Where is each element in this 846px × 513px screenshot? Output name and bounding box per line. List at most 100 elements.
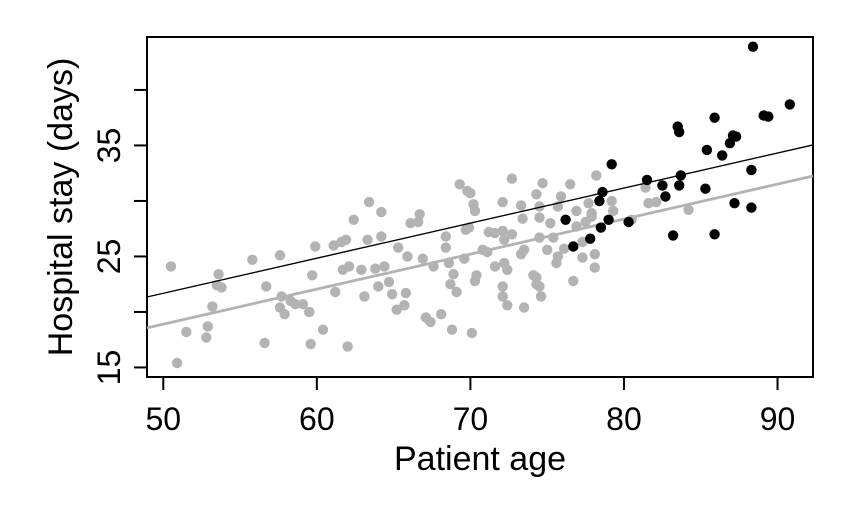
data-point-younger-group-gray [545,218,556,229]
data-point-younger-group-gray [651,196,662,208]
data-point-older-group-black [730,131,742,142]
data-point-younger-group-gray [552,251,564,262]
data-point-younger-group-gray [466,327,478,339]
data-point-younger-group-gray [445,279,456,290]
data-point-younger-group-gray [489,261,501,272]
data-point-younger-group-gray [440,231,451,242]
x-axis-title: Patient age [394,440,566,478]
data-point-older-group-black [641,174,653,186]
data-point-younger-group-gray [379,261,390,272]
data-point-younger-group-gray [497,225,508,237]
data-point-younger-group-gray [348,214,359,225]
x-tick-label: 90 [760,401,796,437]
data-point-younger-group-gray [515,249,527,260]
y-tick-label: 35 [91,128,127,164]
data-point-younger-group-gray [440,242,451,253]
data-point-younger-group-gray [261,281,272,292]
data-point-younger-group-gray [586,208,597,219]
data-point-younger-group-gray [274,250,286,261]
data-point-younger-group-gray [497,291,508,302]
fit-line-gray [146,174,814,330]
data-point-younger-group-gray [359,291,370,302]
data-point-younger-group-gray [531,189,542,200]
y-axis: 15 25 35 [91,88,147,385]
data-point-younger-group-gray [683,204,694,215]
data-point-younger-group-gray [373,281,384,292]
data-point-younger-group-gray [370,263,381,274]
data-point-younger-group-gray [469,205,481,217]
data-point-younger-group-gray [383,276,395,288]
data-point-younger-group-gray [643,198,654,209]
data-point-younger-group-gray [534,281,545,292]
data-point-younger-group-gray [542,244,553,255]
x-tick-label: 70 [453,401,489,437]
data-point-younger-group-gray [297,299,309,310]
data-point-younger-group-gray [451,286,462,298]
data-point-younger-group-gray [305,338,316,350]
data-point-younger-group-gray [342,341,353,352]
data-point-younger-group-gray [555,191,567,202]
data-point-younger-group-gray [216,282,227,293]
data-point-older-group-black [623,216,634,228]
data-point-younger-group-gray [165,261,177,272]
data-point-younger-group-gray [506,229,518,240]
x-tick-label: 80 [606,401,642,437]
data-point-younger-group-gray [310,241,321,252]
data-point-younger-group-gray [181,326,192,338]
data-point-older-group-black [717,150,728,161]
data-point-younger-group-gray [201,332,212,343]
data-point-older-group-black [675,170,686,181]
series-gray-points [165,170,694,369]
data-point-younger-group-gray [171,357,183,369]
data-point-younger-group-gray [583,198,594,209]
data-point-younger-group-gray [417,253,428,264]
data-point-younger-group-gray [356,264,367,275]
data-point-younger-group-gray [565,179,576,190]
data-point-older-group-black [709,229,720,240]
data-point-younger-group-gray [463,222,475,233]
data-point-younger-group-gray [535,291,547,302]
data-point-younger-group-gray [376,231,387,242]
data-point-older-group-black [667,230,679,241]
data-point-younger-group-gray [568,275,579,287]
data-point-younger-group-gray [247,254,258,265]
data-point-younger-group-gray [393,242,404,253]
data-point-older-group-black [724,138,736,149]
fit-lines [146,144,814,330]
data-point-younger-group-gray [577,252,588,263]
data-point-older-group-black [660,191,671,202]
data-point-older-group-black [746,202,757,213]
data-point-older-group-black [560,214,571,225]
data-point-older-group-black [701,144,713,156]
data-point-younger-group-gray [502,264,513,275]
data-point-older-group-black [568,241,579,252]
data-point-older-group-black [606,159,617,170]
data-point-younger-group-gray [589,249,600,260]
data-point-older-group-black [746,164,757,176]
x-axis: 50 60 70 80 90 [145,377,795,437]
data-point-younger-group-gray [363,196,375,208]
data-point-younger-group-gray [589,262,600,273]
x-tick-label: 50 [145,401,181,437]
data-point-younger-group-gray [436,309,447,320]
data-point-younger-group-gray [518,302,530,313]
data-point-older-group-black [747,41,759,52]
data-point-older-group-black [674,180,685,191]
plot-box [146,36,814,378]
data-point-younger-group-gray [391,304,402,315]
y-axis-title: Hospital stay (days) [42,58,80,357]
data-point-younger-group-gray [202,321,213,332]
data-point-younger-group-gray [207,301,218,312]
data-point-younger-group-gray [376,206,387,218]
data-point-younger-group-gray [465,188,476,199]
data-point-younger-group-gray [213,269,224,280]
data-point-younger-group-gray [405,218,416,229]
data-point-younger-group-gray [497,196,508,208]
data-point-younger-group-gray [606,195,617,207]
data-point-older-group-black [597,186,608,198]
data-point-older-group-black [603,214,614,225]
data-point-older-group-black [700,183,711,194]
data-point-younger-group-gray [413,216,424,228]
